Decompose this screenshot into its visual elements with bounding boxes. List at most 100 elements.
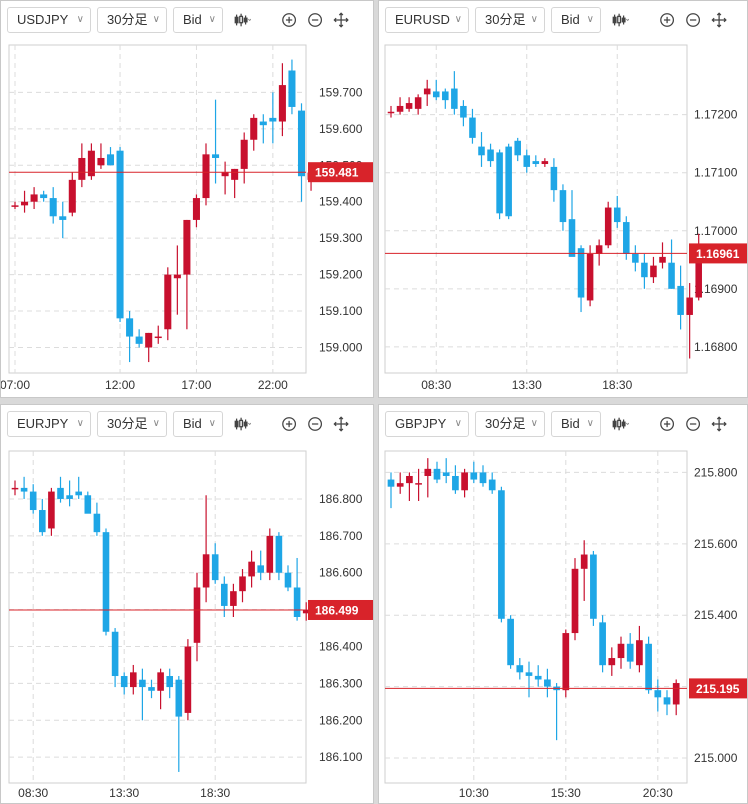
candle (231, 168, 239, 199)
candle (525, 661, 533, 698)
y-tick-label: 1.16800 (694, 340, 738, 354)
candle (48, 487, 55, 536)
candle (302, 602, 310, 621)
chart-panel-usdjpy: USDJPY∨30分足∨Bid∨159.700159.600159.500159… (0, 0, 374, 398)
candle-body (405, 103, 413, 109)
candle-body (659, 256, 666, 263)
candle-body (266, 535, 274, 573)
candlestick-chart[interactable]: 1.17200 1.17100 1.17000 1.16900 1.16800 08:30… (379, 1, 748, 398)
candle-body (248, 561, 255, 577)
move-icon[interactable] (707, 411, 733, 437)
candle-body (672, 683, 680, 705)
x-tick-label: 22:00 (258, 378, 288, 392)
timeframe-select[interactable]: 30分足 ∨ (475, 7, 545, 33)
candle (11, 201, 19, 209)
chart-type-icon[interactable] (229, 7, 255, 33)
chart-type-icon[interactable] (607, 411, 633, 437)
price-type-select[interactable]: Bid ∨ (551, 411, 601, 437)
candle (387, 472, 395, 509)
zoom-out-icon[interactable] (681, 7, 707, 33)
candle (250, 114, 258, 151)
candle-body (636, 640, 643, 666)
candle (212, 99, 220, 184)
candle-body (534, 675, 542, 680)
candle (604, 201, 612, 249)
candle (68, 172, 76, 217)
candle-body (406, 475, 413, 484)
candle-body (173, 274, 181, 279)
price-type-select[interactable]: Bid ∨ (173, 7, 223, 33)
zoom-in-icon[interactable] (655, 411, 681, 437)
candle (396, 97, 404, 115)
move-icon[interactable] (329, 411, 355, 437)
candle (559, 184, 567, 231)
x-tick-label: 18:30 (602, 378, 632, 392)
timeframe-label: 30分足 (485, 12, 526, 27)
candle-body (202, 554, 210, 588)
symbol-label: USDJPY (17, 12, 69, 27)
candle (541, 158, 549, 167)
candle-body (11, 205, 19, 207)
candle (97, 143, 105, 169)
candle (173, 245, 181, 315)
chart-type-icon[interactable] (229, 411, 255, 437)
candle (20, 476, 28, 499)
candle-body (75, 491, 82, 496)
candle (116, 147, 124, 322)
horizontal-divider[interactable] (0, 398, 748, 404)
symbol-select[interactable]: EURJPY ∨ (7, 411, 91, 437)
y-tick-label: 186.700 (319, 529, 363, 543)
candle-body (221, 583, 228, 606)
candle (550, 158, 558, 202)
candle (623, 216, 630, 260)
price-type-select[interactable]: Bid ∨ (551, 7, 601, 33)
timeframe-select[interactable]: 30分足 ∨ (97, 7, 167, 33)
candle-body (544, 679, 551, 687)
candle-body (626, 643, 634, 662)
timeframe-select[interactable]: 30分足 ∨ (475, 411, 545, 437)
candle-body (487, 149, 494, 162)
candle (586, 245, 594, 307)
timeframe-label: 30分足 (107, 416, 148, 431)
candle-body (130, 672, 137, 688)
move-icon[interactable] (707, 7, 733, 33)
candle-body (568, 219, 576, 257)
price-type-label: Bid (183, 12, 202, 27)
move-icon[interactable] (329, 7, 355, 33)
candle (269, 92, 277, 144)
candlestick-chart[interactable]: 159.700159.600159.500159.400159.300159.2… (1, 1, 374, 398)
candle-body (40, 194, 48, 199)
zoom-in-icon[interactable] (277, 7, 303, 33)
candle-body (211, 554, 219, 581)
y-tick-label: 159.700 (319, 85, 363, 99)
symbol-select[interactable]: USDJPY ∨ (7, 7, 91, 33)
y-tick-label: 186.300 (319, 676, 363, 690)
zoom-out-icon[interactable] (303, 7, 329, 33)
candle-body (470, 472, 478, 480)
zoom-in-icon[interactable] (277, 411, 303, 437)
candle-body (641, 262, 648, 278)
symbol-select[interactable]: EURUSD ∨ (385, 7, 469, 33)
candle (544, 668, 551, 698)
candle (645, 636, 652, 694)
candle-body (604, 207, 612, 246)
candle (257, 550, 264, 581)
candlestick-chart[interactable]: 215.800215.600215.400215.200215.00010:30… (379, 405, 748, 804)
price-type-select[interactable]: Bid ∨ (173, 411, 223, 437)
candle (202, 143, 210, 206)
timeframe-select[interactable]: 30分足 ∨ (97, 411, 167, 437)
timeframe-label: 30分足 (107, 12, 148, 27)
symbol-select[interactable]: GBPJPY ∨ (385, 411, 469, 437)
zoom-out-icon[interactable] (303, 411, 329, 437)
candle (659, 242, 666, 269)
zoom-out-icon[interactable] (681, 411, 707, 437)
chart-toolbar: EURJPY ∨ 30分足 ∨ Bid ∨ (1, 405, 373, 443)
candlestick-chart[interactable]: 186.800186.700186.600186.500186.400186.3… (1, 405, 374, 804)
candle (202, 495, 210, 603)
zoom-in-icon[interactable] (655, 7, 681, 33)
candle-body (139, 679, 146, 688)
chart-type-icon[interactable] (607, 7, 633, 33)
chart-toolbar: GBPJPY ∨ 30分足 ∨ Bid ∨ (379, 405, 747, 443)
candle (577, 245, 585, 313)
candle (478, 132, 485, 167)
